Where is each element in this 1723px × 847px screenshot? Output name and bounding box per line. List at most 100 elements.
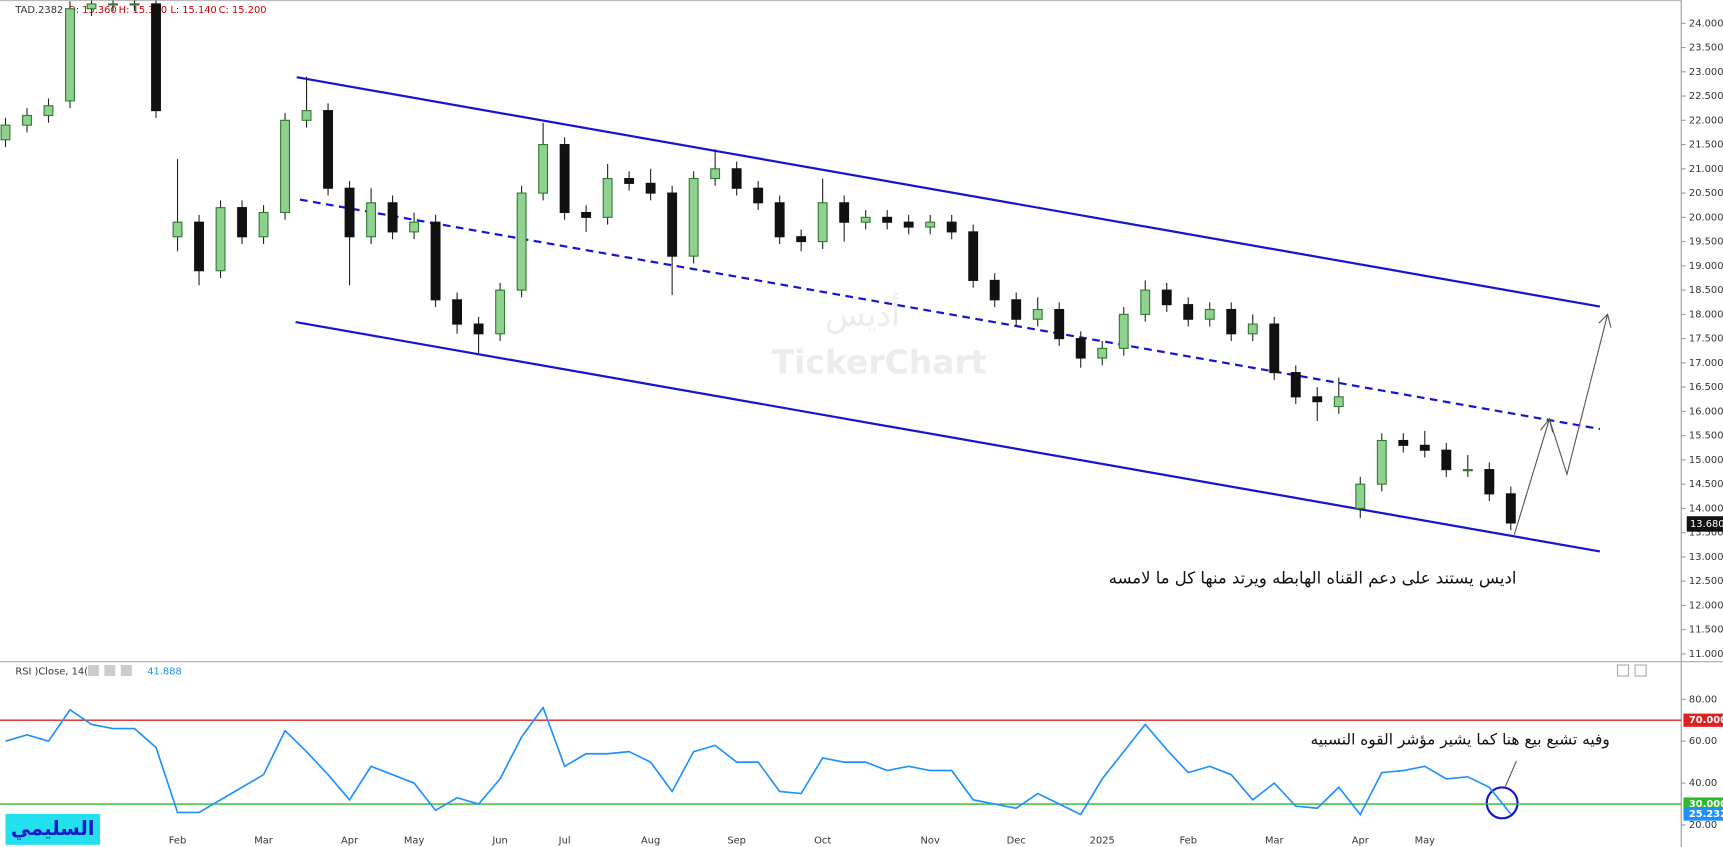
y-tick-label: 19.000	[1689, 261, 1723, 272]
candle-body	[0, 124, 11, 141]
arrow-head	[1540, 417, 1554, 433]
level-badge	[1683, 797, 1723, 811]
candle-body	[65, 8, 75, 102]
candle-body	[1204, 308, 1215, 320]
y-tick-label: 13.000	[1689, 552, 1723, 563]
x-tick-label: Aug	[641, 835, 660, 846]
candle-body	[86, 3, 97, 10]
rsi-title: RSI )Close, 14(	[15, 667, 88, 678]
ohlc-open: O: 15.360	[68, 5, 117, 16]
candle-body	[903, 221, 914, 228]
candle-body	[1054, 308, 1065, 340]
value-badge	[1683, 807, 1723, 821]
candle-body	[1118, 313, 1129, 349]
candle-body	[151, 3, 161, 112]
x-tick-label: Dec	[1007, 835, 1026, 846]
x-tick-label: Oct	[814, 835, 831, 846]
candle-body	[968, 231, 979, 281]
x-tick-label: May	[1415, 835, 1436, 846]
candle-body	[1419, 444, 1430, 451]
y-tick-label: 12.500	[1689, 576, 1723, 587]
level-label: 70.000	[1689, 715, 1723, 726]
value-label: 25.232	[1689, 809, 1723, 820]
x-tick-label: Apr	[1352, 835, 1370, 846]
y-tick-label: 60.00	[1689, 736, 1717, 747]
candle-body	[774, 202, 785, 238]
channel-lower	[295, 320, 1601, 553]
ohlc-close: C: 15.200	[219, 5, 267, 16]
candle-body	[1333, 396, 1344, 408]
candle-body	[194, 221, 204, 272]
candle-body	[516, 192, 527, 291]
candle-body	[796, 236, 807, 243]
y-tick-label: 23.500	[1689, 43, 1723, 54]
candle-body	[1505, 493, 1516, 524]
candle-body	[323, 110, 334, 189]
logo-box	[5, 813, 100, 845]
panel-button[interactable]	[1616, 664, 1630, 677]
candle-body	[1355, 483, 1366, 509]
candle-body	[1075, 338, 1086, 359]
icon[interactable]	[104, 665, 116, 677]
y-tick-label: 17.000	[1689, 358, 1723, 369]
arrow-head	[1598, 313, 1612, 328]
candle-body	[452, 299, 463, 325]
candle-body	[688, 177, 699, 257]
candle-body	[946, 221, 957, 233]
y-tick-label: 12.000	[1689, 600, 1723, 611]
icon[interactable]	[87, 665, 99, 677]
y-tick-label: 22.500	[1689, 91, 1723, 102]
icon[interactable]	[120, 665, 132, 677]
candle-body	[710, 168, 721, 180]
candle-body	[581, 211, 592, 218]
x-tick-label: Nov	[921, 835, 940, 846]
x-tick-label: 2025	[1090, 835, 1115, 846]
y-tick-label: 20.500	[1689, 188, 1723, 199]
rsi-annotation: وفيه تشبع بيع هنا كما يشير مؤشر القوه ال…	[1311, 731, 1610, 750]
y-tick-label: 19.500	[1689, 237, 1723, 248]
candle-body	[624, 177, 635, 184]
x-tick-label: May	[404, 835, 425, 846]
channel-upper	[296, 76, 1601, 308]
level-badge	[1683, 713, 1723, 727]
y-tick-label: 20.000	[1689, 212, 1723, 223]
rsi-current: 41.888	[147, 667, 182, 678]
candle-body	[925, 221, 936, 228]
candle-body	[1462, 469, 1473, 472]
watermark: TickerChart	[772, 342, 987, 381]
y-tick-label: 23.000	[1689, 67, 1723, 78]
x-tick-label: Mar	[1265, 835, 1285, 846]
y-tick-label: 21.000	[1689, 164, 1723, 175]
channel-middle	[299, 198, 1601, 431]
x-tick-label: Jul	[558, 835, 571, 846]
channel-lines	[295, 76, 1612, 820]
x-tick-label: Sep	[727, 835, 746, 846]
candle-body	[108, 3, 118, 6]
candle-body	[1140, 289, 1151, 315]
candle-body	[1247, 323, 1258, 335]
logo: السليمي	[11, 817, 95, 840]
candle-body	[280, 119, 290, 214]
candle-body	[172, 221, 183, 238]
x-tick-label: Feb	[169, 835, 186, 846]
y-tick-label: 17.500	[1689, 334, 1723, 345]
y-tick-label: 13.500	[1689, 528, 1723, 539]
candle-body	[1161, 289, 1172, 306]
y-tick-label: 20.00	[1689, 820, 1717, 831]
y-tick-label: 18.500	[1689, 285, 1723, 296]
candle-body	[602, 177, 613, 218]
candle-body	[753, 187, 764, 204]
candle-body	[366, 202, 377, 238]
y-tick-label: 14.000	[1689, 503, 1723, 514]
candle-body	[860, 216, 871, 223]
y-tick-label: 11.500	[1689, 625, 1723, 636]
candle-body	[817, 202, 828, 243]
panel-button[interactable]	[1634, 664, 1647, 677]
y-tick-label: 40.00	[1689, 778, 1717, 789]
candle-body	[409, 221, 420, 233]
candle-body	[473, 323, 484, 335]
y-tick-label: 24.000	[1689, 18, 1723, 29]
projection-arrow	[1513, 314, 1609, 536]
candle-body	[258, 211, 269, 238]
